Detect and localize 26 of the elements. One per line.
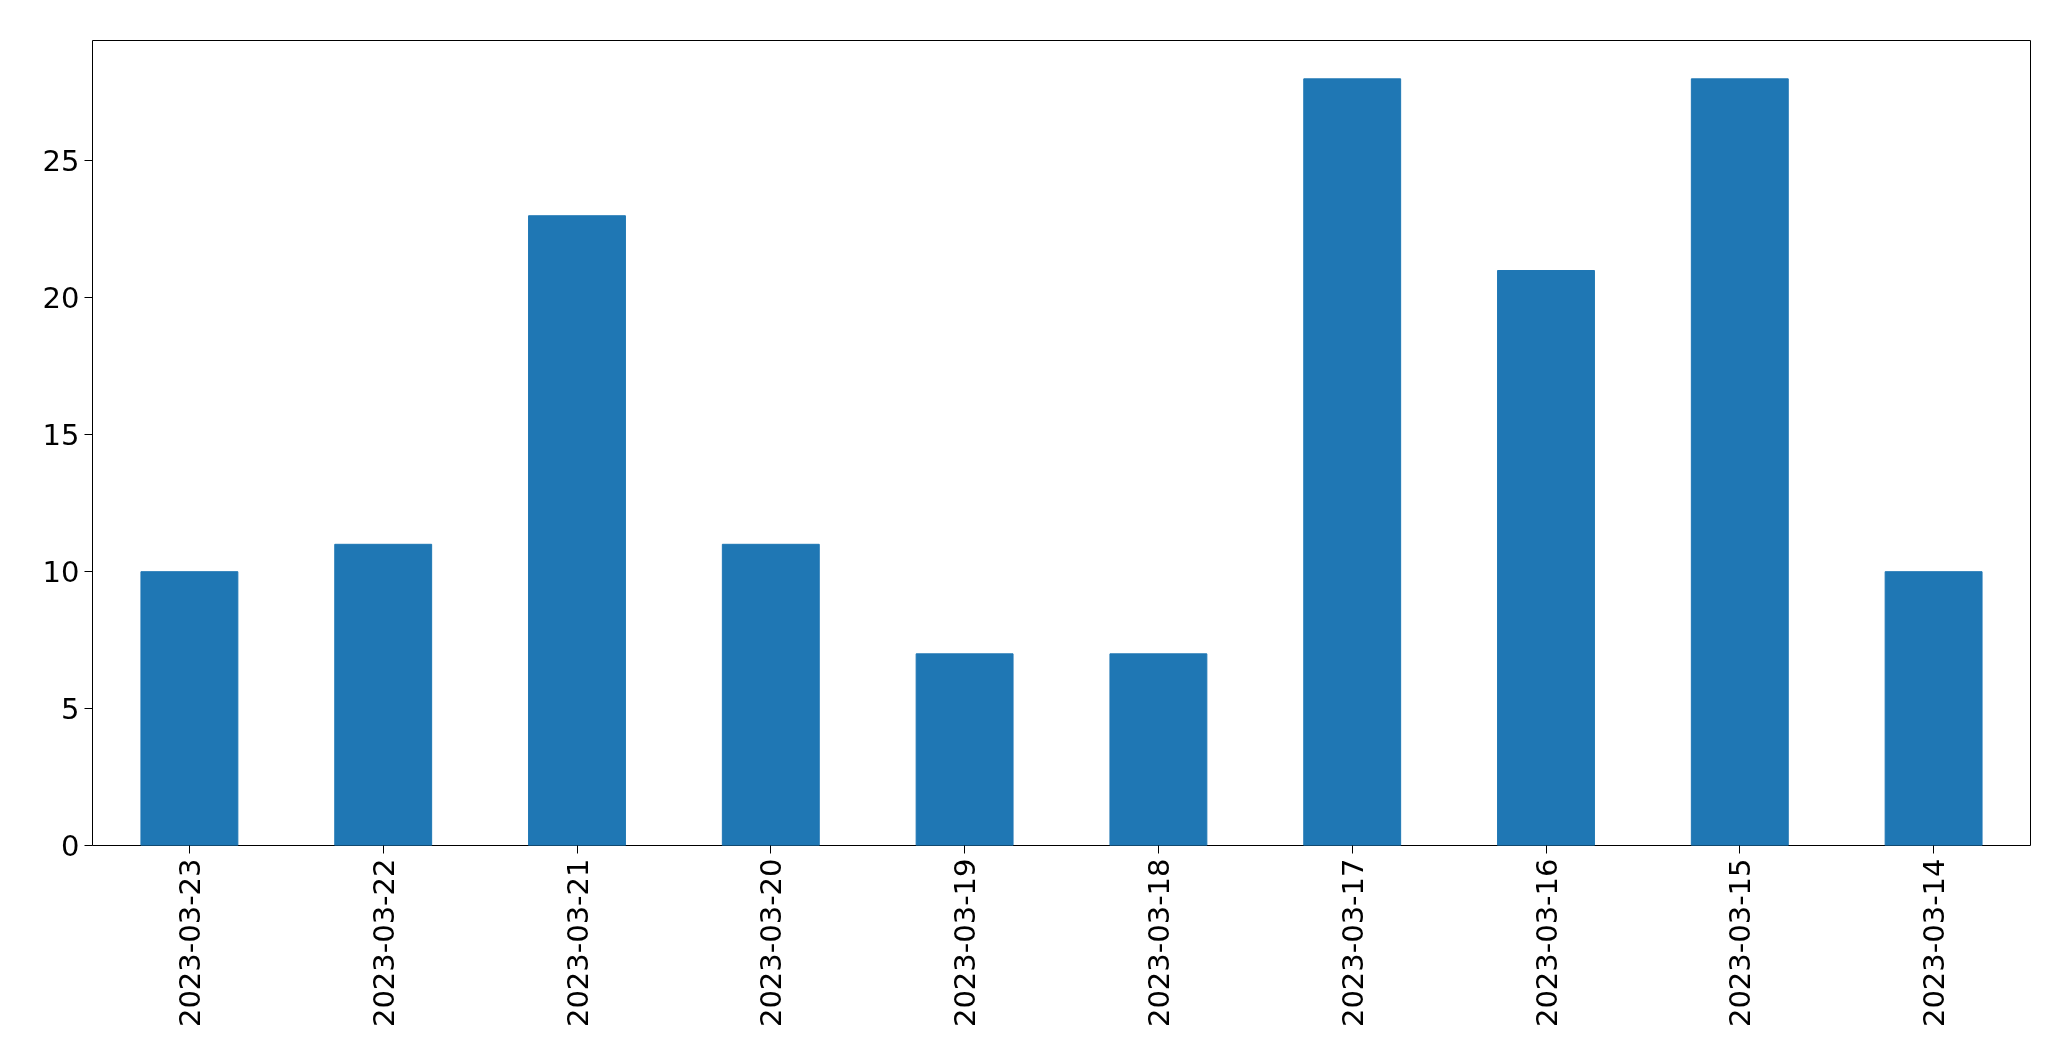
bar xyxy=(721,543,820,846)
y-tick-label: 15 xyxy=(42,418,80,453)
x-tick-label: 2023-03-22 xyxy=(366,858,401,1028)
bar xyxy=(1303,78,1402,846)
bar xyxy=(334,543,433,846)
y-tick-label: 5 xyxy=(61,692,80,727)
bar xyxy=(528,215,626,846)
x-tick-label: 2023-03-19 xyxy=(948,858,983,1028)
bar xyxy=(140,571,239,846)
bar xyxy=(915,653,1014,846)
bar xyxy=(1690,78,1789,846)
bar xyxy=(1497,270,1595,846)
x-tick-label: 2023-03-17 xyxy=(1335,858,1370,1028)
x-tick-label: 2023-03-21 xyxy=(560,858,595,1028)
x-tick-label: 2023-03-20 xyxy=(754,858,789,1028)
y-tick-label: 10 xyxy=(42,555,80,590)
x-tick-label: 2023-03-23 xyxy=(172,858,207,1028)
y-tick-label: 25 xyxy=(42,144,80,179)
y-tick-label: 20 xyxy=(42,281,80,316)
x-tick-label: 2023-03-15 xyxy=(1723,858,1758,1028)
x-tick-label: 2023-03-18 xyxy=(1141,858,1176,1028)
x-tick-label: 2023-03-16 xyxy=(1529,858,1564,1028)
y-tick-label: 0 xyxy=(61,829,80,863)
bar xyxy=(1884,571,1983,846)
x-tick-label: 2023-03-14 xyxy=(1917,858,1952,1028)
bar xyxy=(1109,653,1208,846)
